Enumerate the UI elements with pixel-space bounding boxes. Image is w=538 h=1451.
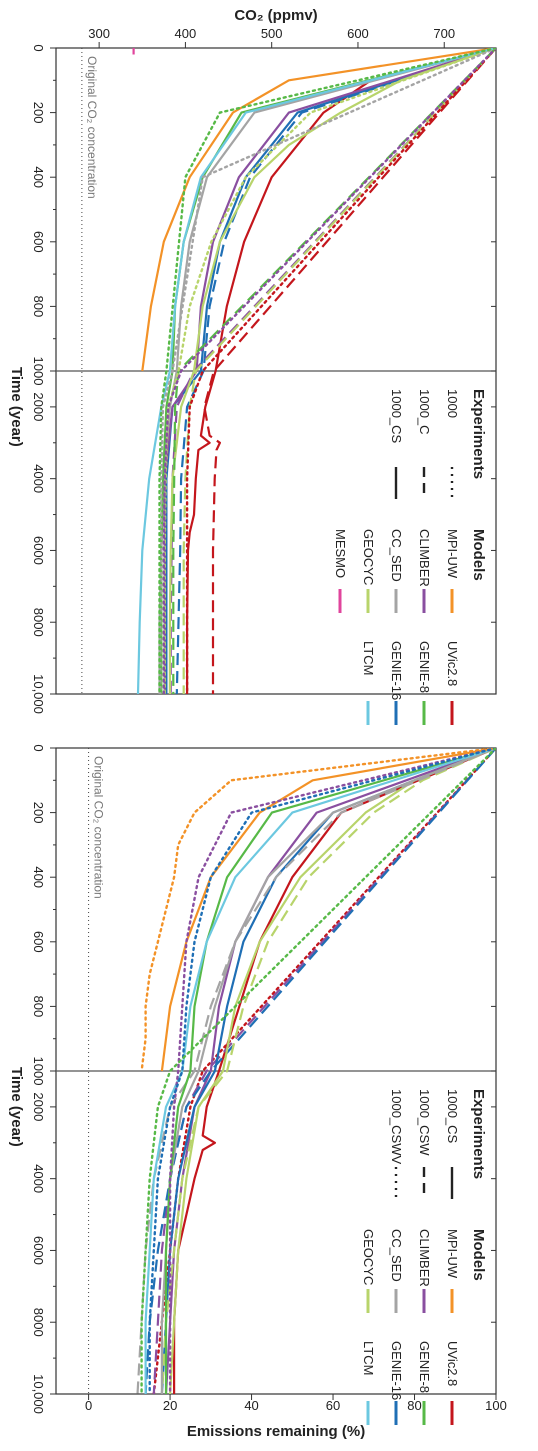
series-line-ltcm-1000-cs: [144, 748, 496, 1394]
x-tick-label: 600: [31, 231, 46, 253]
series-group: [136, 748, 496, 1394]
x-tick-label: 4000: [31, 464, 46, 493]
baseline-label: Original CO₂ concentration: [85, 56, 99, 199]
legend-model-label: GEOCYC: [361, 1229, 376, 1285]
y-tick-label: 300: [88, 26, 110, 41]
series-line-geocyc-1000-cs: [169, 748, 496, 1394]
legend-model-label: MESMO: [333, 529, 348, 578]
x-tick-label: 0: [31, 44, 46, 51]
series-line-uvic2-8-1000-cs: [186, 48, 496, 694]
x-tick-label: 1000: [31, 357, 46, 386]
legend-models-title: Models: [470, 1229, 487, 1281]
x-tick-label: 6000: [31, 1236, 46, 1265]
series-line-genie-8-1000: [158, 48, 496, 694]
y-tick-label: 600: [347, 26, 369, 41]
x-tick-label: 0: [31, 744, 46, 751]
y-tick-label: 80: [407, 1398, 421, 1413]
legend-experiment-label: 1000: [445, 389, 460, 418]
y-tick-label: 20: [163, 1398, 177, 1413]
series-line-geocyc-1000-csw: [160, 748, 496, 1394]
x-tick-label: 800: [31, 996, 46, 1018]
legend-model-label: CC_SED: [389, 529, 404, 582]
y-tick-label: 100: [485, 1398, 507, 1413]
y-tick-label: 40: [244, 1398, 258, 1413]
legend-model-label: UVic2.8: [445, 1341, 460, 1386]
legend: Experiments 1000 1000_C 1000_CS Models MPI-UW…: [333, 389, 487, 725]
baseline-label: Original CO₂ concentration: [92, 756, 106, 899]
legend-experiment-label: 1000_CSW: [417, 1089, 432, 1156]
legend-model-label: MPI-UW: [445, 529, 460, 579]
legend-experiment-label: 1000_CSWV: [389, 1089, 404, 1164]
series-line-ltcm-1000-cs: [136, 48, 496, 694]
x-tick-label: 6000: [31, 536, 46, 565]
legend-experiment-label: 1000_C: [417, 389, 432, 435]
legend-model-label: GENIE-8: [417, 641, 432, 693]
x-tick-label: 400: [31, 866, 46, 888]
legend-model-label: CC_SED: [389, 1229, 404, 1282]
legend-model-label: CLIMBER: [417, 529, 432, 587]
legend-model-label: LTCM: [361, 1341, 376, 1375]
x-axis-label: Time (year): [8, 367, 25, 447]
series-line-genie-8-1000-cs: [164, 748, 496, 1394]
legend-model-label: GEOCYC: [361, 529, 376, 585]
y-tick-label: 500: [261, 26, 283, 41]
series-line-climber-1000-cswv: [168, 748, 496, 1394]
series-line-geocyc-1000: [163, 48, 496, 694]
x-tick-label: 10,000: [31, 1374, 46, 1414]
chart-panel-right: 02004006008001000200040006000800010,000T…: [8, 744, 507, 1440]
legend-model-label: GENIE-16: [389, 641, 404, 700]
x-tick-label: 8000: [31, 1308, 46, 1337]
x-axis-label: Time (year): [8, 1067, 25, 1147]
rotated-figure: 02004006008001000200040006000800010,000T…: [8, 7, 507, 1440]
y-tick-label: 60: [326, 1398, 340, 1413]
legend-model-label: UVic2.8: [445, 641, 460, 686]
legend-experiment-label: 1000_CS: [445, 1089, 460, 1144]
series-group: [132, 48, 496, 694]
x-tick-label: 200: [31, 802, 46, 824]
legend: Experiments 1000_CS 1000_CSW 1000_CSWV Model…: [361, 1089, 487, 1425]
series-line-genie-16-1000-cswv: [148, 748, 496, 1394]
legend-experiments-title: Experiments: [470, 1089, 487, 1179]
x-tick-label: 10,000: [31, 674, 46, 714]
x-tick-label: 200: [31, 102, 46, 124]
x-tick-label: 800: [31, 296, 46, 318]
legend-experiments-title: Experiments: [470, 389, 487, 479]
y-axis-label: Emissions remaining (%): [187, 1423, 365, 1440]
x-tick-label: 400: [31, 166, 46, 188]
series-line-geocyc-1000-cs: [168, 48, 496, 694]
series-line-cc-sed-1000: [159, 48, 496, 694]
chart-panel-left: 0 200 400 600 800 1000 2000 4000 6000 8000 10,000 T…: [8, 7, 497, 725]
series-line-cc-sed-1000-cs: [160, 748, 496, 1394]
x-tick-label: 4000: [31, 1164, 46, 1193]
legend-experiment-label: 1000_CS: [389, 389, 404, 444]
series-line-geocyc-1000-c: [182, 48, 496, 694]
series-line-uvic2-8-1000: [185, 48, 496, 694]
series-line-climber-1000-cs: [164, 748, 496, 1394]
legend-model-label: CLIMBER: [417, 1229, 432, 1287]
legend-models-title: Models: [470, 529, 487, 581]
x-tick-label: 8000: [31, 608, 46, 637]
series-line-mpi-uw-1000-cs: [141, 48, 496, 372]
series-line-genie-16-1000-cs: [160, 748, 496, 1394]
series-line-genie-8-1000-cswv: [140, 748, 496, 1394]
series-line-uvic2-8-1000-c: [203, 48, 496, 694]
y-tick-label: 400: [175, 26, 197, 41]
legend-model-label: GENIE-16: [389, 1341, 404, 1400]
series-line-uvic2-8-1000-cs: [173, 748, 496, 1394]
y-axis-label: CO₂ (ppmv): [234, 7, 317, 24]
series-line-genie-16-1000-cs: [165, 48, 496, 694]
legend-model-label: MPI-UW: [445, 1229, 460, 1279]
series-line-climber-1000: [162, 48, 496, 694]
legend-model-label: LTCM: [361, 641, 376, 675]
x-tick-label: 1000: [31, 1057, 46, 1086]
x-tick-label: 600: [31, 931, 46, 953]
y-tick-label: 700: [433, 26, 455, 41]
x-tick-label: 2000: [31, 392, 46, 421]
x-tick-label: 2000: [31, 1092, 46, 1121]
legend-model-label: GENIE-8: [417, 1341, 432, 1393]
series-line-mpi-uw-1000-cswv: [140, 748, 496, 1073]
y-tick-label: 0: [85, 1398, 92, 1413]
